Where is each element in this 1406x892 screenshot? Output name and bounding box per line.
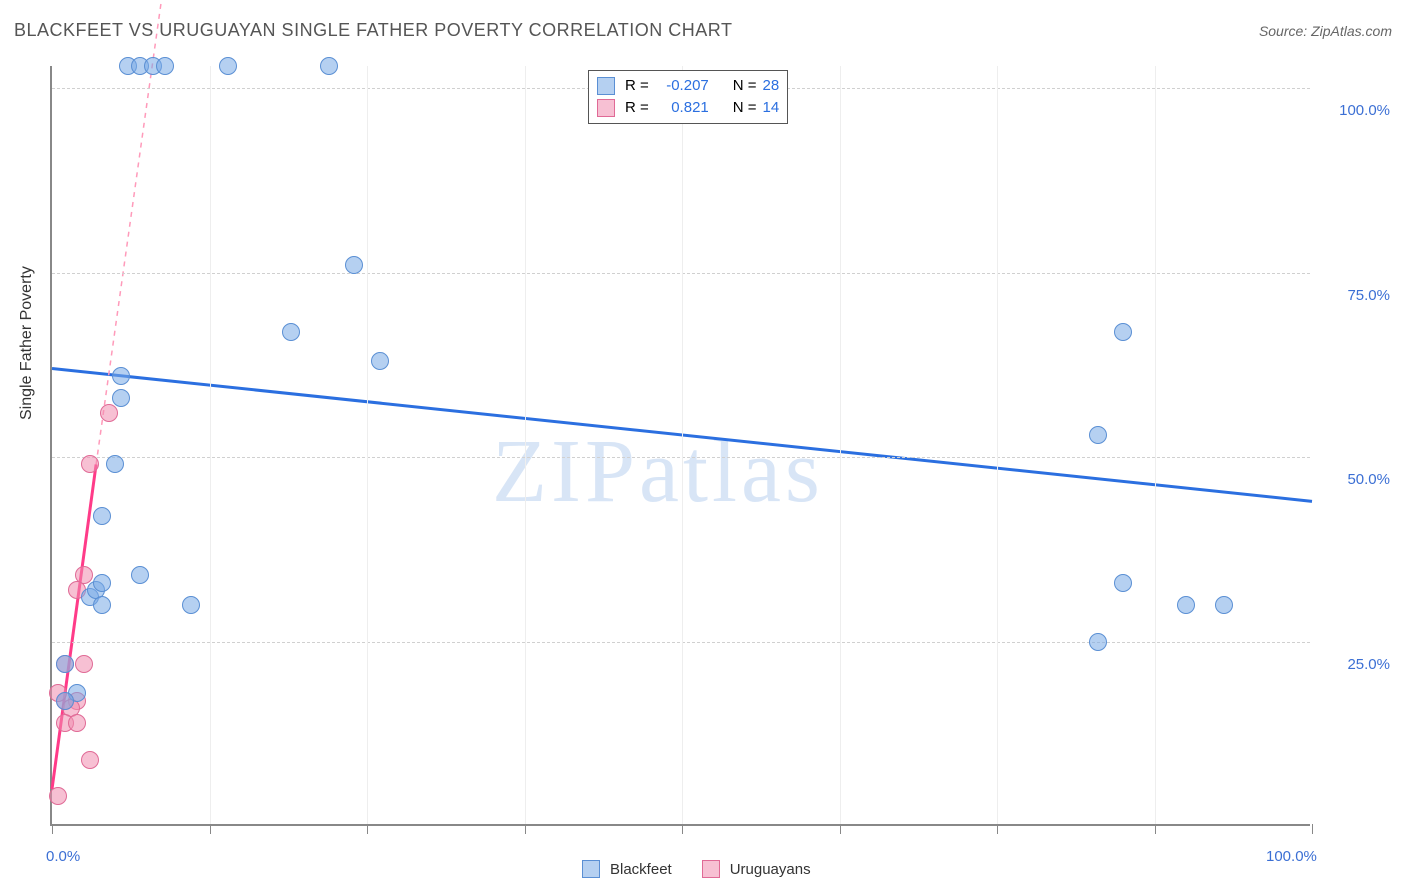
n-value: 14 bbox=[763, 97, 780, 119]
x-tick bbox=[1155, 824, 1156, 834]
r-label: R = bbox=[625, 97, 649, 119]
legend-swatch-uruguayans bbox=[702, 860, 720, 878]
data-point-blackfeet bbox=[1114, 574, 1132, 592]
correlation-legend: R = -0.207 N = 28 R = 0.821 N = 14 bbox=[588, 70, 788, 124]
chart-header: BLACKFEET VS URUGUAYAN SINGLE FATHER POV… bbox=[14, 20, 1392, 41]
trend-lines bbox=[52, 66, 1310, 824]
data-point-blackfeet bbox=[93, 507, 111, 525]
data-point-blackfeet bbox=[371, 352, 389, 370]
data-point-blackfeet bbox=[131, 566, 149, 584]
r-value: 0.821 bbox=[655, 97, 709, 119]
data-point-blackfeet bbox=[1089, 426, 1107, 444]
legend-label: Blackfeet bbox=[610, 861, 672, 878]
data-point-uruguayans bbox=[68, 714, 86, 732]
x-tick bbox=[525, 824, 526, 834]
data-point-uruguayans bbox=[81, 751, 99, 769]
data-point-blackfeet bbox=[345, 256, 363, 274]
series-legend: Blackfeet Uruguayans bbox=[582, 860, 811, 878]
gridline-v bbox=[997, 66, 998, 824]
data-point-blackfeet bbox=[1215, 596, 1233, 614]
x-tick-label: 100.0% bbox=[1266, 848, 1317, 865]
legend-row-blackfeet: R = -0.207 N = 28 bbox=[597, 75, 779, 97]
r-value: -0.207 bbox=[655, 75, 709, 97]
x-tick bbox=[1312, 824, 1313, 834]
chart-title: BLACKFEET VS URUGUAYAN SINGLE FATHER POV… bbox=[14, 20, 732, 41]
watermark: ZIPatlas bbox=[492, 420, 824, 523]
x-tick bbox=[997, 824, 998, 834]
x-tick bbox=[840, 824, 841, 834]
data-point-blackfeet bbox=[56, 692, 74, 710]
gridline-v bbox=[525, 66, 526, 824]
gridline-h bbox=[52, 457, 1310, 458]
scatter-plot: ZIPatlas 25.0%50.0%75.0%100.0%0.0%100.0%… bbox=[50, 66, 1310, 826]
data-point-blackfeet bbox=[219, 57, 237, 75]
data-point-blackfeet bbox=[112, 367, 130, 385]
y-axis-label: Single Father Poverty bbox=[18, 266, 36, 420]
x-tick bbox=[367, 824, 368, 834]
gridline-v bbox=[682, 66, 683, 824]
data-point-blackfeet bbox=[1177, 596, 1195, 614]
y-tick-label: 75.0% bbox=[1320, 287, 1390, 304]
gridline-v bbox=[840, 66, 841, 824]
n-label: N = bbox=[733, 75, 757, 97]
legend-swatch-uruguayans bbox=[597, 99, 615, 117]
n-value: 28 bbox=[763, 75, 780, 97]
data-point-blackfeet bbox=[282, 323, 300, 341]
legend-row-uruguayans: R = 0.821 N = 14 bbox=[597, 97, 779, 119]
data-point-blackfeet bbox=[1114, 323, 1132, 341]
gridline-v bbox=[367, 66, 368, 824]
data-point-blackfeet bbox=[106, 455, 124, 473]
y-tick-label: 25.0% bbox=[1320, 656, 1390, 673]
data-point-uruguayans bbox=[75, 655, 93, 673]
legend-item-uruguayans: Uruguayans bbox=[702, 860, 811, 878]
data-point-blackfeet bbox=[56, 655, 74, 673]
data-point-blackfeet bbox=[1089, 633, 1107, 651]
x-tick-label: 0.0% bbox=[46, 848, 80, 865]
legend-swatch-blackfeet bbox=[582, 860, 600, 878]
data-point-blackfeet bbox=[320, 57, 338, 75]
gridline-h bbox=[52, 273, 1310, 274]
x-tick bbox=[52, 824, 53, 834]
data-point-blackfeet bbox=[156, 57, 174, 75]
r-label: R = bbox=[625, 75, 649, 97]
y-tick-label: 100.0% bbox=[1320, 102, 1390, 119]
chart-source: Source: ZipAtlas.com bbox=[1259, 23, 1392, 39]
gridline-v bbox=[210, 66, 211, 824]
data-point-blackfeet bbox=[93, 596, 111, 614]
data-point-blackfeet bbox=[93, 574, 111, 592]
legend-label: Uruguayans bbox=[730, 861, 811, 878]
data-point-blackfeet bbox=[112, 389, 130, 407]
data-point-uruguayans bbox=[49, 787, 67, 805]
x-tick bbox=[210, 824, 211, 834]
gridline-v bbox=[1155, 66, 1156, 824]
n-label: N = bbox=[733, 97, 757, 119]
data-point-blackfeet bbox=[182, 596, 200, 614]
x-tick bbox=[682, 824, 683, 834]
data-point-uruguayans bbox=[81, 455, 99, 473]
legend-item-blackfeet: Blackfeet bbox=[582, 860, 672, 878]
data-point-uruguayans bbox=[100, 404, 118, 422]
y-tick-label: 50.0% bbox=[1320, 471, 1390, 488]
legend-swatch-blackfeet bbox=[597, 77, 615, 95]
gridline-h bbox=[52, 642, 1310, 643]
